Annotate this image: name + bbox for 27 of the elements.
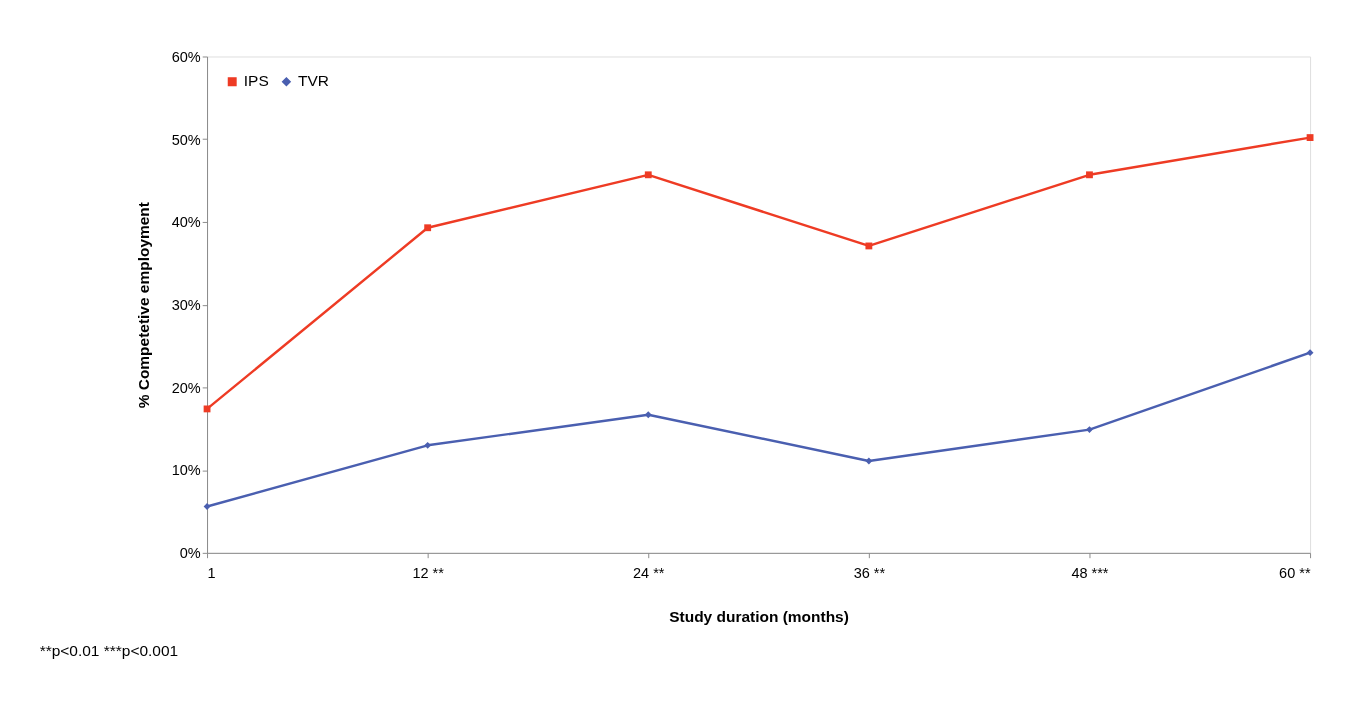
y-tick-label: 30% bbox=[171, 297, 201, 314]
point bbox=[1086, 171, 1093, 179]
x-tick-label: 60 ** bbox=[1279, 564, 1311, 581]
point bbox=[644, 411, 652, 419]
point bbox=[424, 224, 432, 232]
text: **p<0.01 ***p<0.001 bbox=[39, 642, 179, 660]
y-tick-label: 10% bbox=[171, 462, 201, 479]
legend-label: TVR bbox=[298, 72, 329, 90]
point bbox=[865, 457, 873, 465]
y-tick-label: 0% bbox=[179, 545, 201, 562]
y-tick-label: 20% bbox=[171, 379, 201, 396]
point bbox=[1306, 349, 1314, 357]
y-tick-label: 60% bbox=[171, 48, 201, 65]
x-axis-title: Study duration (months) bbox=[669, 608, 849, 626]
x-tick-label: 12 ** bbox=[412, 564, 445, 581]
x-tick-label: 48 *** bbox=[1071, 564, 1109, 581]
point bbox=[424, 441, 432, 449]
y-tick-label: 40% bbox=[171, 214, 201, 231]
x-tick-label: 36 ** bbox=[853, 564, 886, 581]
x-tick-label: 24 ** bbox=[633, 564, 665, 581]
y-tick-label: 50% bbox=[171, 131, 201, 148]
point bbox=[203, 503, 211, 510]
y-axis-title: % Competetive employment bbox=[135, 202, 153, 409]
point bbox=[1086, 426, 1093, 434]
point bbox=[644, 171, 652, 179]
x-tick-label: 1 bbox=[207, 564, 216, 581]
legend-label: IPS bbox=[243, 72, 269, 90]
